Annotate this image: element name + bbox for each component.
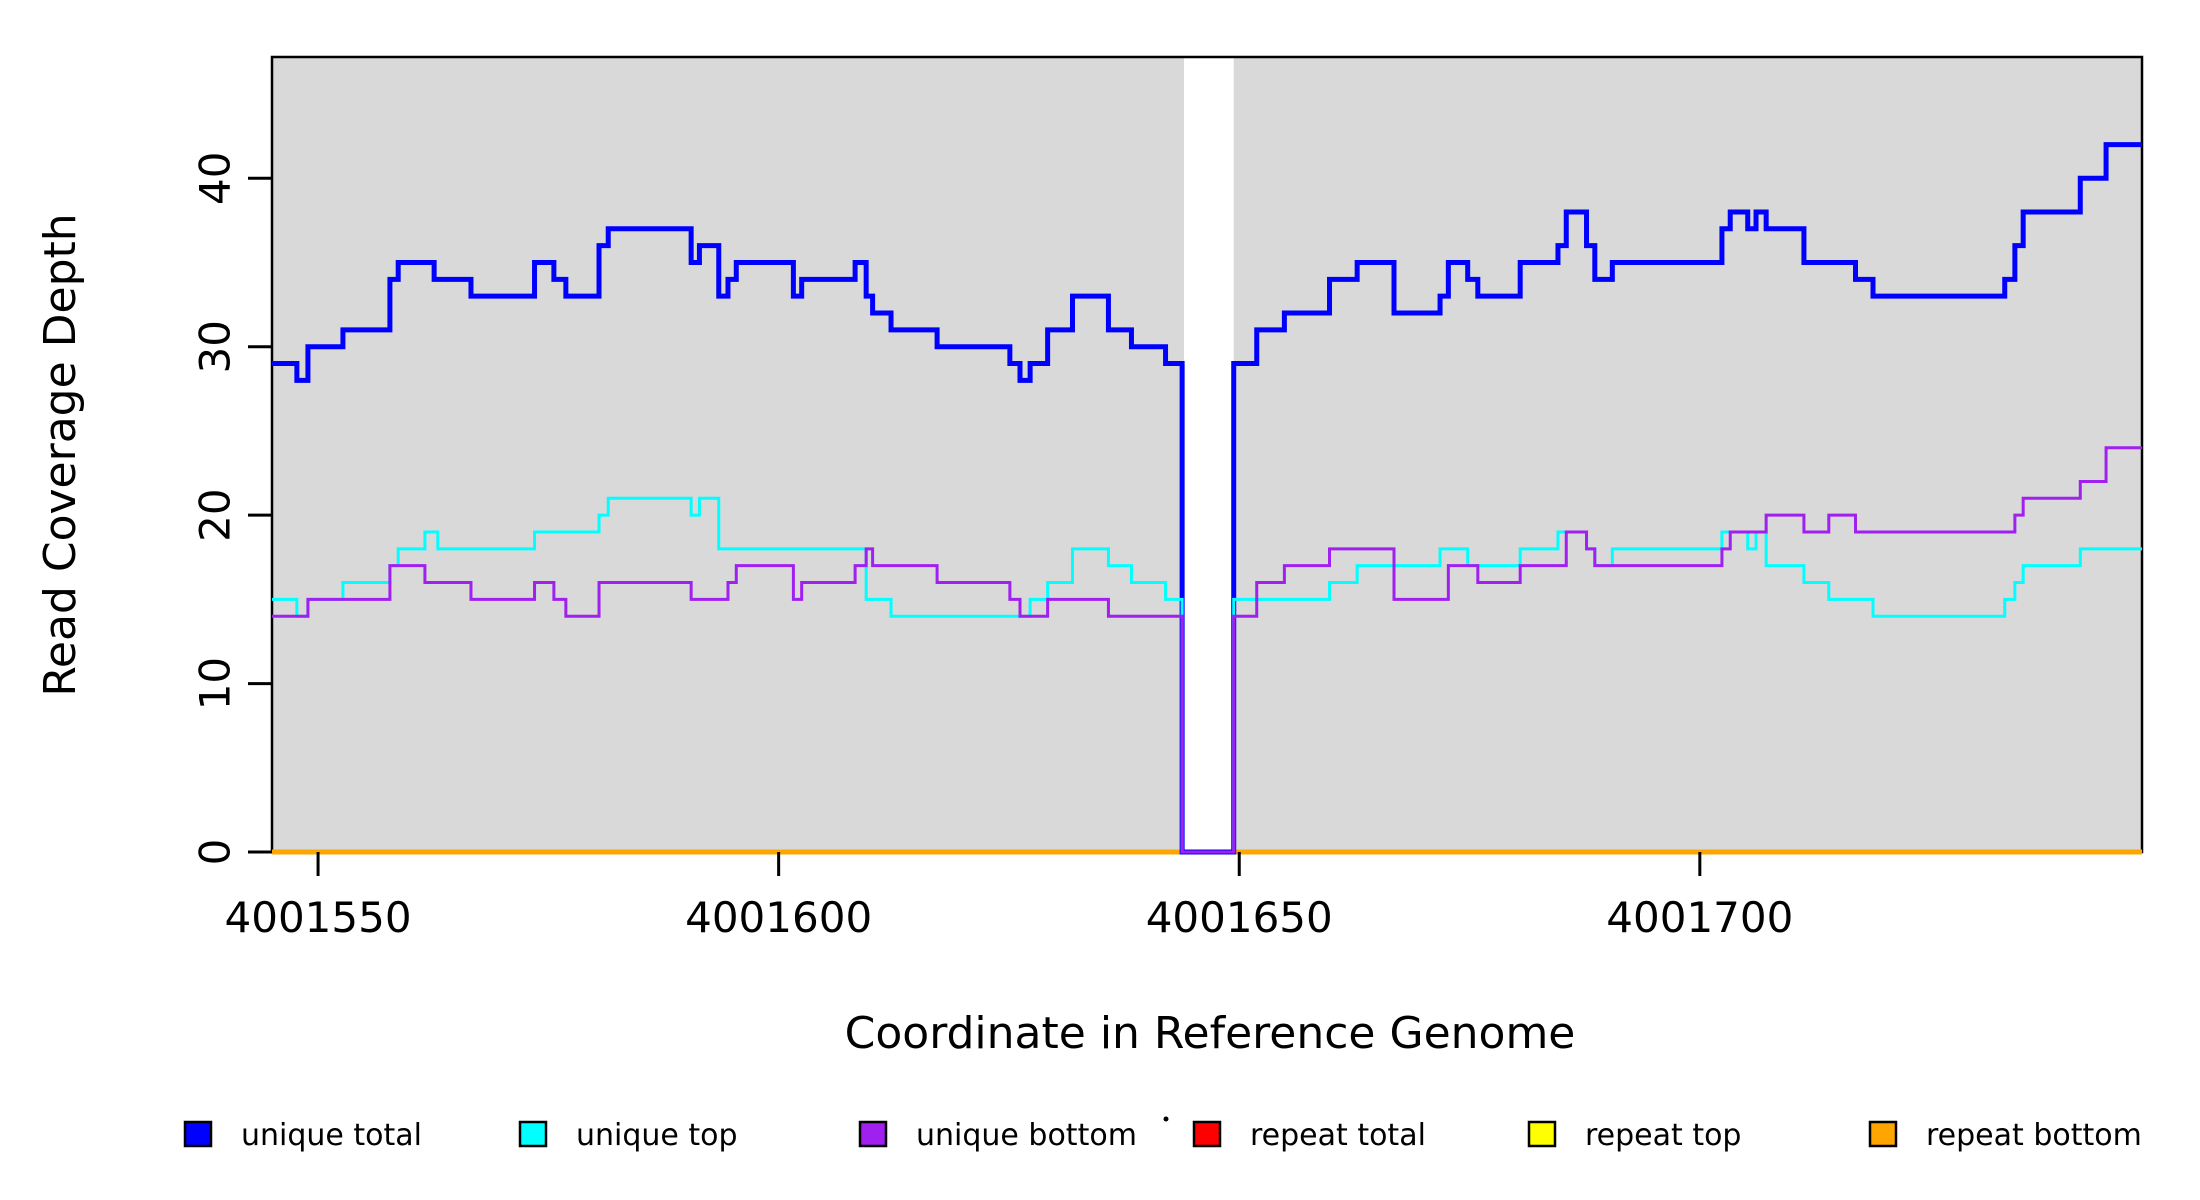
series-lines (272, 142, 2142, 855)
legend-label: repeat total (1250, 1118, 1426, 1153)
legend-swatch (1527, 1120, 1557, 1148)
legend-entry-unique-bottom: unique bottom (858, 1118, 1137, 1153)
stray-point (1163, 1116, 1169, 1122)
legend-swatch (183, 1120, 213, 1148)
series-line-unique-total (272, 142, 2142, 855)
x-axis: 4001550 4001600 4001650 4001700 (225, 852, 1793, 942)
y-tick-label: 30 (191, 320, 240, 373)
legend-label: unique total (241, 1118, 422, 1153)
y-axis-title: Read Coverage Depth (35, 213, 86, 696)
legend-entry-unique-total: unique total (183, 1118, 422, 1153)
legend-swatch (1192, 1120, 1222, 1148)
x-tick-label: 4001550 (225, 893, 412, 942)
legend-swatch (518, 1120, 548, 1148)
y-axis: 0 10 20 30 40 (191, 152, 272, 866)
legend-entry-unique-top: unique top (518, 1118, 738, 1153)
legend-swatch (1868, 1120, 1898, 1148)
panel-right (1233, 57, 2142, 852)
legend-label: repeat bottom (1926, 1118, 2142, 1153)
x-tick-label: 4001600 (685, 893, 872, 942)
panel-left (272, 57, 1184, 852)
legend-entry-repeat-bottom: repeat bottom (1868, 1118, 2142, 1153)
legend-label: unique bottom (916, 1118, 1137, 1153)
y-tick-label: 0 (191, 839, 240, 866)
y-tick-label: 20 (191, 488, 240, 541)
legend-entry-repeat-total: repeat total (1192, 1118, 1426, 1153)
legend-swatch (858, 1120, 888, 1148)
legend: unique total unique top unique bottom repea… (183, 1116, 2142, 1153)
legend-entry-repeat-top: repeat top (1527, 1118, 1741, 1153)
plot-panels (272, 57, 2142, 852)
series-line-unique-bottom (272, 446, 2142, 854)
legend-label: repeat top (1585, 1118, 1741, 1153)
x-axis-title: Coordinate in Reference Genome (845, 1008, 1576, 1059)
x-tick-label: 4001700 (1606, 893, 1793, 942)
y-tick-label: 40 (191, 152, 240, 205)
x-tick-label: 4001650 (1146, 893, 1333, 942)
legend-label: unique top (576, 1118, 738, 1153)
y-tick-label: 10 (191, 657, 240, 710)
